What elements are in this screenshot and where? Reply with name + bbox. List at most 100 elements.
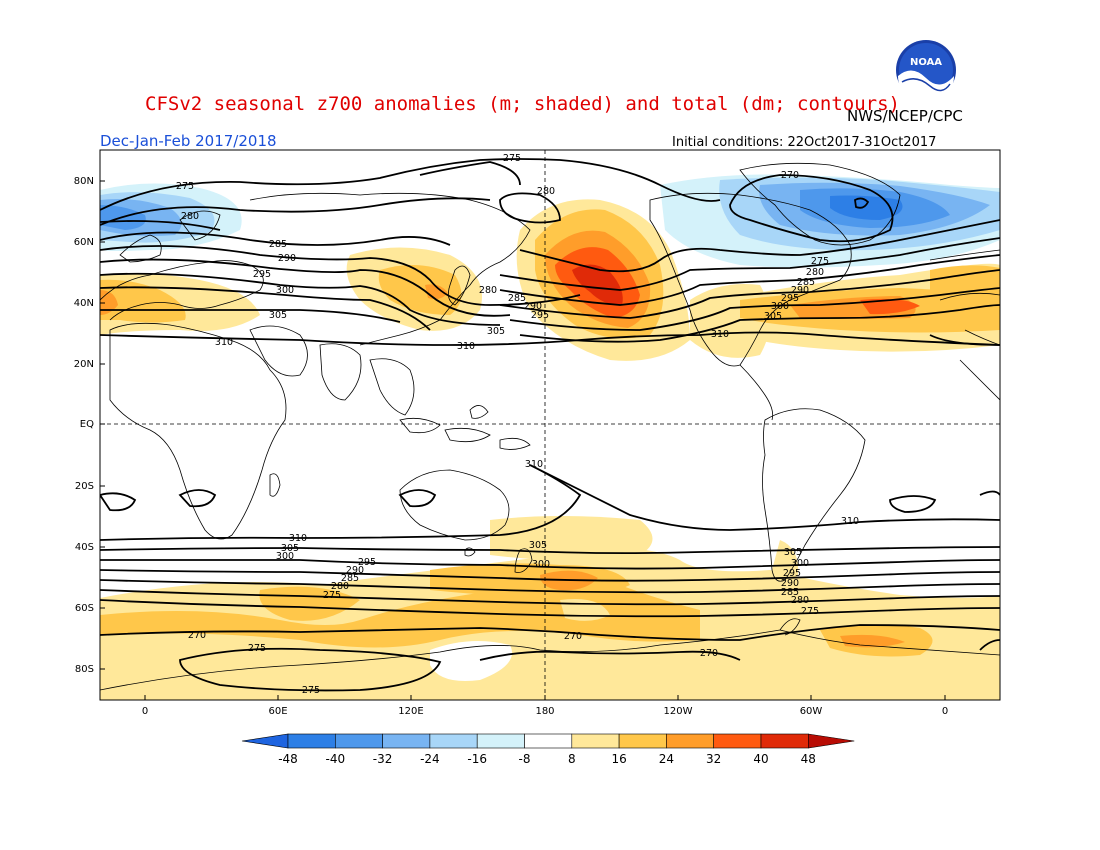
colorbar-tick-label: -32 <box>373 752 393 766</box>
lon-tick-label: 60W <box>800 706 823 717</box>
contour-label-c280-c: 280 <box>479 285 497 296</box>
contour-label-c305-c: 305 <box>764 311 782 322</box>
contour-label-c270-c: 270 <box>564 631 582 642</box>
latitude-axis: 80N 60N 40N 20N EQ 20S 40S 60S 80S <box>74 176 105 675</box>
colorbar-tick-label: 40 <box>753 752 768 766</box>
colorbar-tick-label: -16 <box>467 752 487 766</box>
contour-label-c300-d: 300 <box>532 559 550 570</box>
colorbar-segment <box>524 733 573 749</box>
colorbar-segment <box>287 733 336 749</box>
colorbar-segment <box>666 733 715 749</box>
noaa-logo: NOAA <box>896 40 956 104</box>
colorbar: -48 -40 -32 -24 -16 -8 8 16 24 32 40 48 <box>241 733 855 766</box>
colorbar-segment <box>476 733 525 749</box>
contour-label-c310-a: 310 <box>215 337 233 348</box>
contour-label-c290-c: 290 <box>791 285 809 296</box>
contour-label-c280-d: 280 <box>806 267 824 278</box>
contour-label-c310-c: 310 <box>711 329 729 340</box>
contour-label-c310-b: 310 <box>457 341 475 352</box>
map-content: 2752752802852902953003053102802703103052… <box>100 150 1000 700</box>
lat-tick-label: EQ <box>80 419 94 430</box>
colorbar-tick-label: 16 <box>611 752 626 766</box>
contour-label-c305-a: 305 <box>269 310 287 321</box>
contour-label-c285-c: 285 <box>797 277 815 288</box>
contour-label-c285-b: 285 <box>508 293 526 304</box>
colorbar-tick-label: -8 <box>519 752 531 766</box>
lat-tick-label: 80N <box>74 176 94 187</box>
colorbar-segment <box>571 733 620 749</box>
contour-label-c280-e: 280 <box>331 581 349 592</box>
contour-label-c275-f: 275 <box>302 685 320 696</box>
colorbar-tick-label: 32 <box>706 752 721 766</box>
colorbar-tick-label: -48 <box>278 752 298 766</box>
contour-label-c300-b: 300 <box>771 301 789 312</box>
coastlines <box>100 162 1000 691</box>
contour-label-c295-c: 295 <box>781 293 799 304</box>
contour-label-c310-e: 310 <box>289 533 307 544</box>
lon-tick-label: 0 <box>942 706 948 717</box>
lon-tick-label: 60E <box>268 706 287 717</box>
lat-tick-label: 20S <box>75 481 94 492</box>
colorbar-tick-label: 24 <box>659 752 674 766</box>
lat-tick-label: 60S <box>75 603 94 614</box>
map-frame <box>99 149 1001 701</box>
lon-tick-label: 0 <box>142 706 148 717</box>
contour-label-c300-c: 300 <box>276 551 294 562</box>
lat-tick-label: 80S <box>75 664 94 675</box>
season-label: Dec-Jan-Feb 2017/2018 <box>100 132 277 150</box>
contour-label-c300-a: 300 <box>276 285 294 296</box>
lat-tick-label: 40S <box>75 542 94 553</box>
contour-label-c285-d: 285 <box>341 573 359 584</box>
height-contours <box>100 158 1000 692</box>
contour-label-c270-d: 270 <box>700 648 718 659</box>
contour-label-c290-e: 290 <box>781 578 799 589</box>
contour-label-c305-b: 305 <box>487 326 505 337</box>
lon-tick-label: 120W <box>664 706 693 717</box>
colorbar-tick-label: -40 <box>325 752 345 766</box>
contour-label-c285-e: 285 <box>781 587 799 598</box>
longitude-axis: 0 60E 120E 180 120W 60W 0 <box>142 695 948 717</box>
contour-label-c295-b: 295 <box>531 310 549 321</box>
colorbar-segment <box>713 733 762 749</box>
contour-label-c310-d: 310 <box>525 459 543 470</box>
contour-label-c275-c: 275 <box>811 256 829 267</box>
colorbar-segment <box>382 733 431 749</box>
contour-label-c275-b: 275 <box>176 181 194 192</box>
contour-label-c295-e: 295 <box>783 568 801 579</box>
contour-label-c285-a: 285 <box>269 239 287 250</box>
colorbar-tick-label: 48 <box>801 752 816 766</box>
contour-label-c280-b: 280 <box>537 186 555 197</box>
colorbar-tick-label: -24 <box>420 752 440 766</box>
contour-label-c275-d: 275 <box>323 590 341 601</box>
contour-label-c310-f: 310 <box>841 516 859 527</box>
lon-tick-label: 180 <box>535 706 554 717</box>
colorbar-segment <box>334 733 383 749</box>
colorbar-left-arrow <box>241 733 289 749</box>
contour-label-c305-d: 305 <box>281 543 299 554</box>
contour-label-c295-d: 295 <box>358 557 376 568</box>
colorbar-right-arrow <box>807 733 855 749</box>
contour-label-c290-b: 290 <box>524 301 542 312</box>
anomaly-shading <box>100 174 1000 700</box>
contour-label-c270-b: 270 <box>188 630 206 641</box>
agency-label: NWS/NCEP/CPC <box>847 107 963 125</box>
colorbar-segment <box>429 733 478 749</box>
contour-label-c280-a: 280 <box>181 211 199 222</box>
lon-tick-label: 120E <box>398 706 423 717</box>
contour-label-c290-d: 290 <box>346 565 364 576</box>
contour-label-c280-f: 280 <box>791 595 809 606</box>
contour-label-c295-a: 295 <box>253 269 271 280</box>
contour-label-c275-a: 275 <box>503 153 521 164</box>
colorbar-segment <box>760 733 809 749</box>
initial-conditions-label: Initial conditions: 22Oct2017-31Oct2017 <box>672 135 936 150</box>
contour-label-c270-a: 270 <box>781 170 799 181</box>
contour-labels: 2752752802852902953003053102802703103052… <box>176 153 859 696</box>
noaa-logo-text: NOAA <box>910 57 942 68</box>
contour-label-c305-f: 305 <box>784 547 802 558</box>
colorbar-tick-label: 8 <box>568 752 576 766</box>
colorbar-segment <box>618 733 667 749</box>
contour-label-c290-a: 290 <box>278 253 296 264</box>
lat-tick-label: 60N <box>74 237 94 248</box>
figure-title: CFSv2 seasonal z700 anomalies (m; shaded… <box>145 93 900 115</box>
